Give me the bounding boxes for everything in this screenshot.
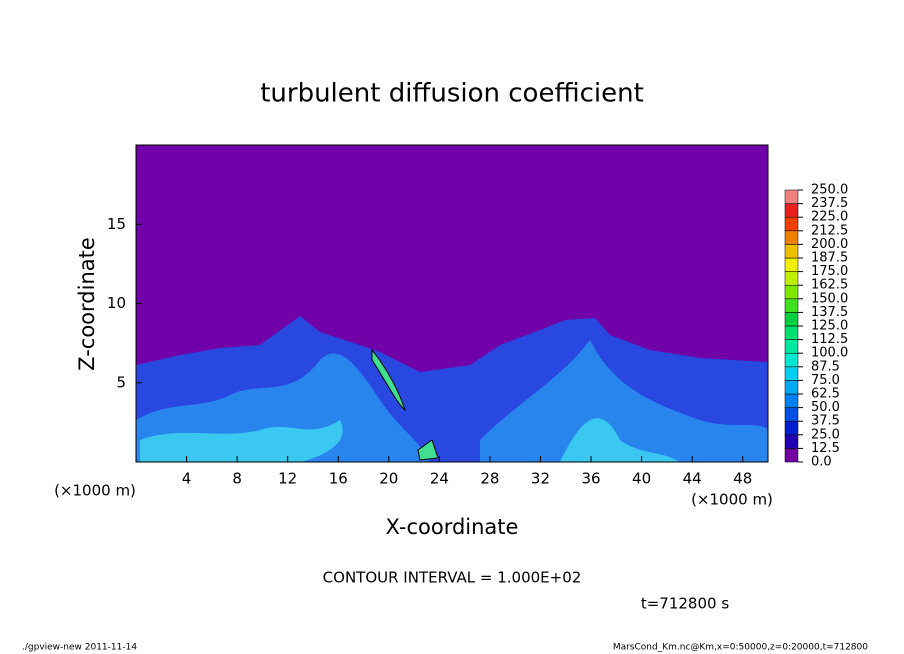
footer-left: ./gpview-new 2011-11-14: [22, 643, 137, 653]
colorbar-label: 150.0: [811, 291, 848, 306]
colorbar-box: [784, 244, 799, 259]
y-tick-label: 10: [107, 294, 126, 312]
colorbar-label: 25.0: [811, 427, 840, 442]
colorbar-label: 12.5: [811, 441, 840, 456]
colorbar-box: [784, 284, 799, 300]
x-tick-label: 32: [531, 470, 550, 488]
colorbar-label: 212.5: [811, 223, 848, 238]
colorbar-box: [784, 380, 799, 395]
colorbar-label: 87.5: [811, 359, 840, 374]
colorbar-box: [784, 271, 799, 286]
x-tick-label: 8: [232, 470, 242, 488]
colorbar-box: [784, 339, 799, 354]
colorbar-box: [784, 189, 799, 204]
x-tick-label: 12: [278, 470, 297, 488]
colorbar-label: 250.0: [811, 183, 848, 198]
colorbar-label: 50.0: [811, 400, 840, 415]
y-axis-label: Z-coordinate: [75, 237, 99, 371]
colorbar-label: 0.0: [811, 455, 832, 470]
x-unit: (×1000 m): [691, 491, 773, 509]
x-tick-label: 20: [379, 470, 398, 488]
x-tick-label: 48: [733, 470, 752, 488]
colorbar-label: 100.0: [811, 346, 848, 361]
colorbar-label: 162.5: [811, 278, 848, 293]
colorbar-label: 237.5: [811, 196, 848, 211]
x-tick-label: 24: [430, 470, 449, 488]
x-tick-label: 36: [581, 470, 600, 488]
contour-note: CONTOUR INTERVAL = 1.000E+02: [323, 569, 582, 587]
colorbar-box: [784, 366, 799, 381]
colorbar-box: [784, 257, 799, 272]
field: [135, 144, 769, 463]
colorbar-box: [784, 325, 799, 340]
x-tick-label: 16: [329, 470, 348, 488]
field-high: [140, 420, 343, 462]
colorbar-box: [784, 448, 799, 463]
colorbar-box: [784, 420, 799, 436]
x-tick-label: 44: [683, 470, 702, 488]
x-tick-label: 28: [480, 470, 499, 488]
x-tick-label: 4: [182, 470, 192, 488]
y-tick-label: 5: [116, 373, 126, 391]
colorbar-box: [784, 352, 799, 368]
colorbar-label: 62.5: [811, 387, 840, 402]
chart-title: turbulent diffusion coefficient: [260, 79, 644, 109]
time-note: t=712800 s: [641, 595, 729, 613]
y-tick-label: 15: [107, 215, 126, 233]
colorbar-label: 175.0: [811, 264, 848, 279]
colorbar-label: 200.0: [811, 237, 848, 252]
colorbar-label: 187.5: [811, 251, 848, 266]
colorbar-box: [784, 203, 799, 218]
colorbar-label: 137.5: [811, 305, 848, 320]
footer-right: MarsCond_Km.nc@Km,x=0:50000,z=0:20000,t=…: [613, 643, 868, 653]
colorbar-label: 112.5: [811, 332, 848, 347]
field-contour: [417, 439, 439, 461]
colorbar-box: [784, 434, 799, 449]
colorbar-box: [784, 312, 799, 327]
x-axis-label: X-coordinate: [386, 515, 519, 539]
colorbar-box: [784, 216, 799, 232]
colorbar-label: 125.0: [811, 319, 848, 334]
colorbar-label: 37.5: [811, 414, 840, 429]
y-unit: (×1000 m): [54, 482, 136, 500]
colorbar-box: [784, 230, 799, 245]
colorbar-box: [784, 407, 799, 422]
field-mid: [480, 340, 768, 462]
colorbar-box: [784, 393, 799, 408]
field-high: [560, 418, 680, 462]
colorbar-label: 225.0: [811, 210, 848, 225]
colorbar-label: 75.0: [811, 373, 840, 388]
field-contour: [371, 348, 406, 412]
colorbar-box: [784, 298, 799, 313]
x-tick-label: 40: [632, 470, 651, 488]
